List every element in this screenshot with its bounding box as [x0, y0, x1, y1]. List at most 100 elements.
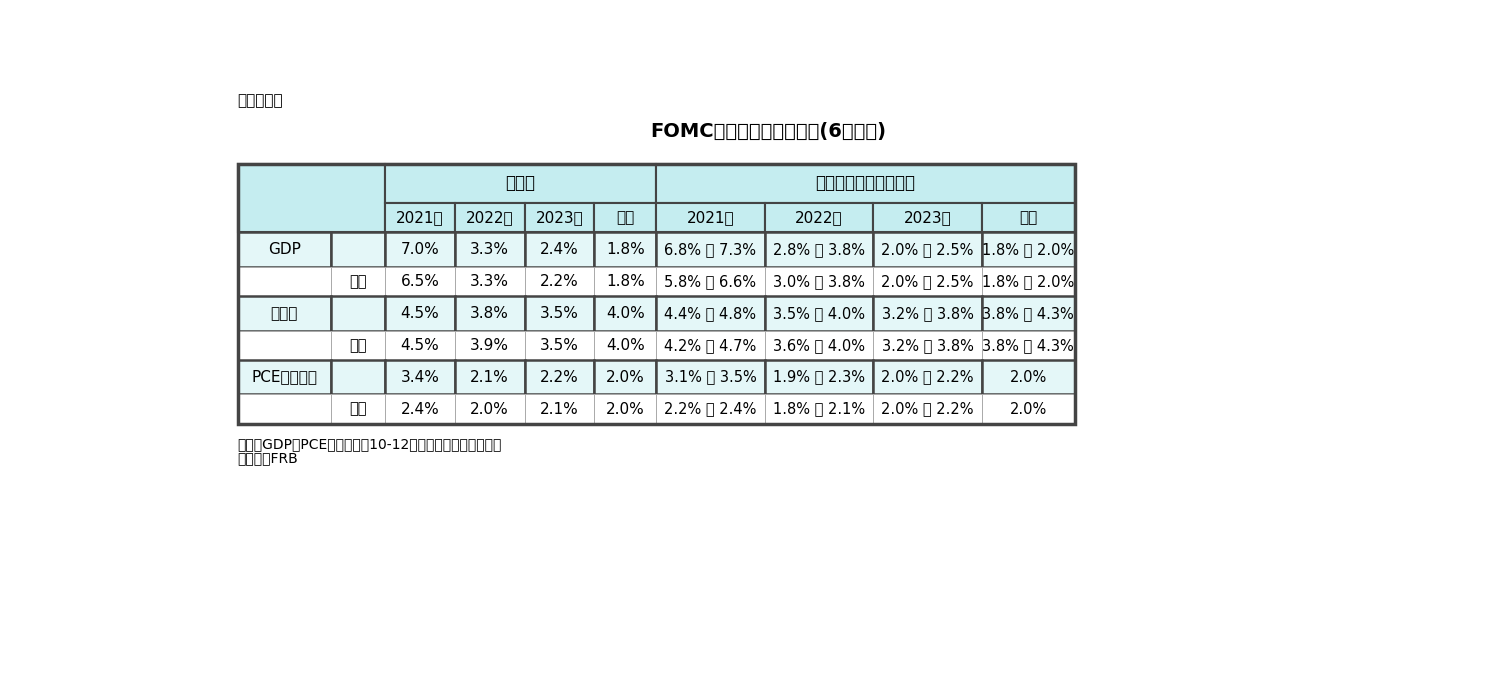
Bar — [874, 296, 982, 331]
Bar — [764, 267, 874, 296]
Bar — [385, 395, 454, 424]
Bar — [331, 296, 385, 331]
Bar — [982, 203, 1075, 232]
Bar — [982, 331, 1075, 360]
Text: 7.0%: 7.0% — [400, 242, 439, 257]
Text: 前回: 前回 — [349, 338, 367, 352]
Bar — [874, 360, 982, 395]
Bar — [385, 360, 454, 395]
Bar — [454, 203, 525, 232]
Bar — [238, 267, 331, 296]
Text: 2.0% － 2.5%: 2.0% － 2.5% — [881, 274, 974, 289]
Text: 3.2% － 3.8%: 3.2% － 3.8% — [881, 338, 973, 352]
Bar — [385, 296, 454, 331]
Text: 長期: 長期 — [616, 210, 634, 225]
Text: 1.8% － 2.1%: 1.8% － 2.1% — [773, 402, 865, 416]
Text: 2.4%: 2.4% — [540, 242, 579, 257]
Text: 3.0% － 3.8%: 3.0% － 3.8% — [773, 274, 865, 289]
Bar — [331, 232, 385, 267]
Text: 3.8% － 4.3%: 3.8% － 4.3% — [982, 338, 1075, 352]
Text: 失業率: 失業率 — [270, 306, 298, 321]
Bar — [764, 296, 874, 331]
Bar — [238, 164, 385, 232]
Bar — [874, 232, 982, 267]
Text: 2.2%: 2.2% — [540, 370, 579, 384]
Bar — [454, 267, 525, 296]
Bar — [764, 203, 874, 232]
Bar — [454, 395, 525, 424]
Text: 3.3%: 3.3% — [471, 242, 510, 257]
Bar — [525, 203, 594, 232]
Text: 5.8% － 6.6%: 5.8% － 6.6% — [664, 274, 757, 289]
Bar — [331, 331, 385, 360]
Text: 1.8%: 1.8% — [606, 242, 645, 257]
Text: 3.8%: 3.8% — [471, 306, 510, 321]
Bar — [594, 360, 657, 395]
Text: 2.0%: 2.0% — [1010, 402, 1046, 416]
Bar — [764, 360, 874, 395]
Bar — [238, 360, 331, 395]
Bar — [238, 164, 1075, 424]
Text: 2.0% － 2.2%: 2.0% － 2.2% — [881, 402, 974, 416]
Bar — [594, 296, 657, 331]
Bar — [764, 395, 874, 424]
Bar — [385, 164, 657, 203]
Text: 2.0%: 2.0% — [471, 402, 510, 416]
Bar — [764, 232, 874, 267]
Text: 3.8% － 4.3%: 3.8% － 4.3% — [982, 306, 1075, 321]
Bar — [331, 395, 385, 424]
Text: 4.0%: 4.0% — [606, 306, 645, 321]
Text: 2.2% － 2.4%: 2.2% － 2.4% — [664, 402, 757, 416]
Text: 4.5%: 4.5% — [400, 338, 439, 352]
Text: 2021年: 2021年 — [687, 210, 735, 225]
Text: 4.2% － 4.7%: 4.2% － 4.7% — [664, 338, 757, 352]
Text: 2.0% － 2.2%: 2.0% － 2.2% — [881, 370, 974, 384]
Bar — [657, 395, 764, 424]
Bar — [657, 296, 764, 331]
Bar — [657, 203, 764, 232]
Text: 1.9% － 2.3%: 1.9% － 2.3% — [773, 370, 865, 384]
Text: （資料）FRB: （資料）FRB — [238, 452, 298, 466]
Bar — [982, 267, 1075, 296]
Text: 1.8% － 2.0%: 1.8% － 2.0% — [982, 242, 1075, 257]
Text: 前回: 前回 — [349, 402, 367, 416]
Text: 3.1% － 3.5%: 3.1% － 3.5% — [664, 370, 757, 384]
Bar — [525, 232, 594, 267]
Bar — [594, 267, 657, 296]
Bar — [594, 395, 657, 424]
Bar — [525, 395, 594, 424]
Text: 2.0% － 2.5%: 2.0% － 2.5% — [881, 242, 974, 257]
Text: 長期: 長期 — [1019, 210, 1037, 225]
Text: FOMC参加者の経済見通し(6月会合): FOMC参加者の経済見通し(6月会合) — [651, 122, 886, 140]
Text: 2.0%: 2.0% — [1010, 370, 1046, 384]
Bar — [594, 331, 657, 360]
Bar — [874, 331, 982, 360]
Bar — [874, 395, 982, 424]
Bar — [238, 296, 331, 331]
Text: 4.5%: 4.5% — [400, 306, 439, 321]
Text: 2.0%: 2.0% — [606, 402, 645, 416]
Text: 2023年: 2023年 — [535, 210, 583, 225]
Bar — [657, 360, 764, 395]
Bar — [525, 296, 594, 331]
Bar — [331, 267, 385, 296]
Text: 6.8% － 7.3%: 6.8% － 7.3% — [664, 242, 757, 257]
Bar — [238, 232, 331, 267]
Text: 6.5%: 6.5% — [400, 274, 439, 289]
Bar — [874, 203, 982, 232]
Bar — [982, 395, 1075, 424]
Bar — [385, 203, 454, 232]
Bar — [594, 232, 657, 267]
Text: 2.2%: 2.2% — [540, 274, 579, 289]
Text: 2021年: 2021年 — [396, 210, 444, 225]
Bar — [385, 331, 454, 360]
Text: 2.1%: 2.1% — [540, 402, 579, 416]
Bar — [525, 267, 594, 296]
Text: 4.4% － 4.8%: 4.4% － 4.8% — [664, 306, 757, 321]
Bar — [982, 360, 1075, 395]
Text: 2023年: 2023年 — [904, 210, 952, 225]
Text: 2.0%: 2.0% — [606, 370, 645, 384]
Text: 3.6% － 4.0%: 3.6% － 4.0% — [773, 338, 865, 352]
Bar — [454, 331, 525, 360]
Text: 前回: 前回 — [349, 274, 367, 289]
